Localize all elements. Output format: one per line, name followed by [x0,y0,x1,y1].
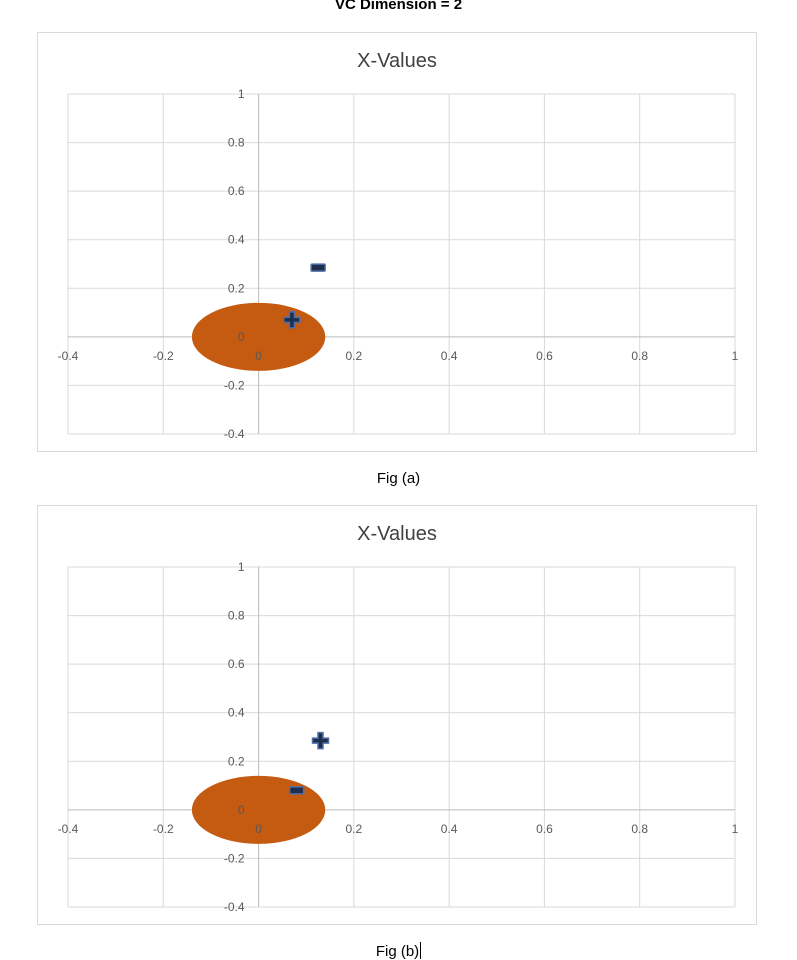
chart-a-y-tick-label: 0.4 [228,233,245,247]
chart-b-y-tick-label: 0 [238,803,245,817]
chart-a-title: X-Values [357,50,437,72]
chart-a: X-Values -0.4 -0.2 0 0.2 0.4 0.6 0.8 1 1 0.8 0.6 0.4… [58,50,739,441]
chart-a-x-tick-label: -0.2 [153,349,174,363]
chart-a-minus-marker [310,263,326,272]
chart-b-x-tick-label: 0.8 [631,822,648,836]
chart-b-y-tick-label: -0.4 [224,900,245,914]
chart-a-x-tick-label: 0.2 [346,349,363,363]
chart-a-y-tick-label: 0.2 [228,281,245,295]
chart-b-plus-marker [311,731,330,750]
text-cursor [420,942,422,959]
fig-caption-b: Fig (b) [0,942,797,960]
chart-b-y-tick-label: 0.8 [228,609,245,623]
page-title: VC Dimension = 2 [334,0,463,13]
chart-b-y-tick-label: 0.6 [228,657,245,671]
chart-b-frame: X-Values -0.4 -0.2 0 0.2 0.4 0.6 0.8 1 1 0.8 0.6 0.4… [37,505,757,925]
chart-a-x-tick-label: 0.8 [631,349,648,363]
chart-a-y-tick-label: 0 [238,330,245,344]
chart-a-frame: X-Values -0.4 -0.2 0 0.2 0.4 0.6 0.8 1 1 0.8 0.6 0.4… [37,32,757,452]
chart-b-y-tick-label: 0.2 [228,754,245,768]
chart-b-x-tick-label: 0 [255,822,262,836]
chart-b-y-tick-label: 1 [238,560,245,574]
fig-caption-a-text: Fig (a) [376,470,421,487]
chart-b-x-tick-label: -0.4 [58,822,79,836]
fig-caption-b-text: Fig (b) [375,943,420,960]
chart-a-x-tick-label: 1 [732,349,739,363]
chart-a-x-tick-label: 0.6 [536,349,553,363]
chart-a-y-tick-label: 1 [238,87,245,101]
chart-b-x-tick-label: 0.4 [441,822,458,836]
chart-b-minus-marker [288,786,305,795]
chart-b-x-tick-label: -0.2 [153,822,174,836]
chart-a-y-tick-label: -0.2 [224,378,245,392]
chart-a-y-tick-label: 0.6 [228,184,245,198]
chart-b-x-tick-label: 0.6 [536,822,553,836]
chart-a-y-tick-label: 0.8 [228,136,245,150]
chart-b: X-Values -0.4 -0.2 0 0.2 0.4 0.6 0.8 1 1 0.8 0.6 0.4… [58,523,739,914]
fig-caption-a: Fig (a) [0,470,797,487]
chart-b-title: X-Values [357,523,437,545]
chart-a-x-tick-label: 0 [255,349,262,363]
chart-a-plus-marker [283,311,301,329]
chart-b-y-tick-label: 0.4 [228,706,245,720]
chart-a-y-tick-label: -0.4 [224,427,245,441]
chart-a-x-tick-label: -0.4 [58,349,79,363]
chart-b-x-tick-label: 1 [732,822,739,836]
chart-b-x-tick-label: 0.2 [346,822,363,836]
chart-a-x-tick-label: 0.4 [441,349,458,363]
chart-b-y-tick-label: -0.2 [224,851,245,865]
